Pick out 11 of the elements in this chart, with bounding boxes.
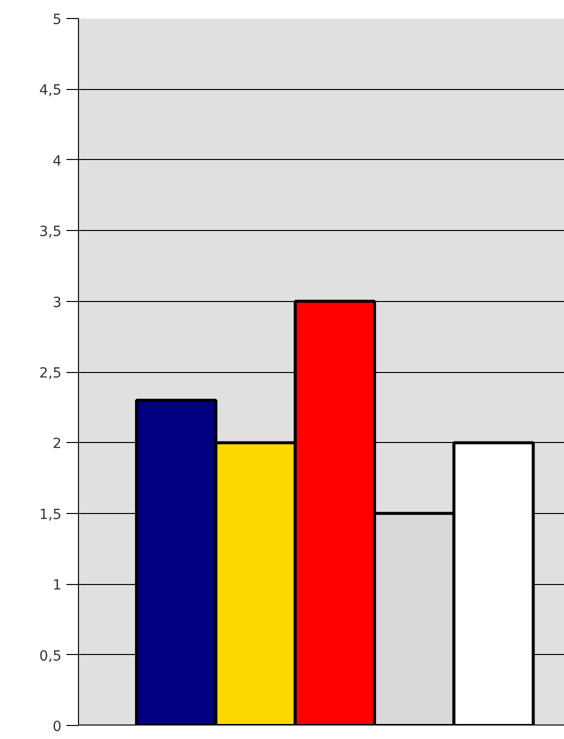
y-tick-label: 3,5 [39,224,62,240]
y-tick-label: 1 [52,578,62,594]
y-tick-label: 4,5 [39,82,62,99]
y-tick-label: 2 [52,436,62,452]
y-tick-label: 4 [52,153,62,170]
y-tick-label: 3 [52,294,62,311]
y-tick-label: 0,5 [39,648,62,664]
y-tick-label: 1,5 [39,506,62,523]
y-tick-label: 2,5 [39,366,62,382]
y-tick-label: 0 [52,719,62,735]
y-tick-label: 5 [52,12,62,28]
